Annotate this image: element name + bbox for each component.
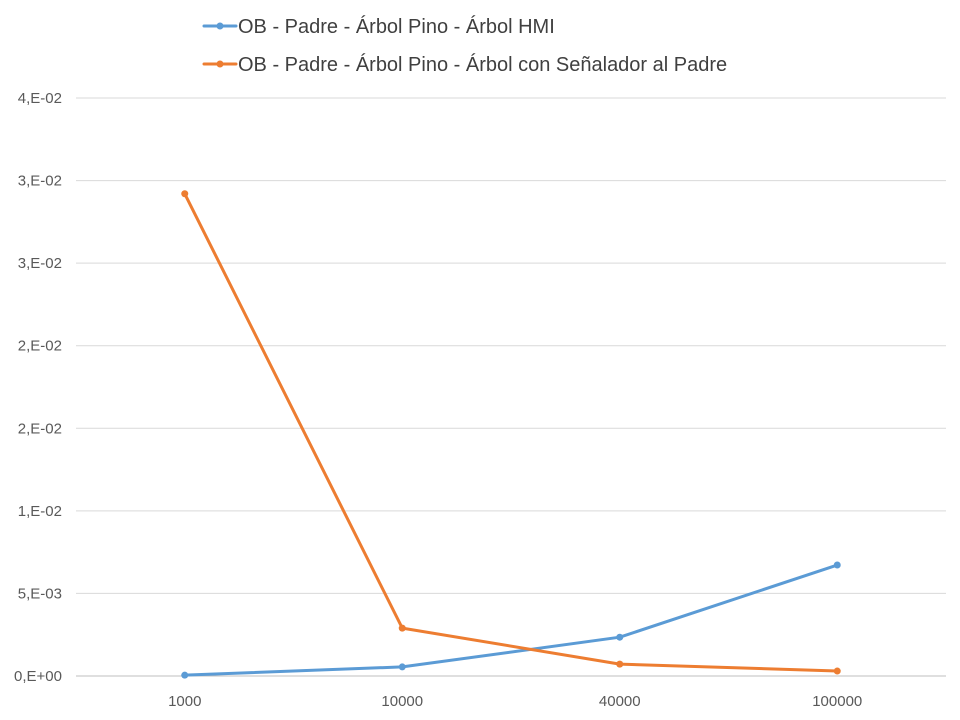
series-2 [181,190,841,675]
data-point [833,561,841,569]
legend-label: OB - Padre - Árbol Pino - Árbol HMI [238,15,555,38]
legend-swatch-marker [216,22,224,30]
y-tick-label: 3,E-02 [18,173,62,190]
y-tick-label: 2,E-02 [18,420,62,437]
legend: OB - Padre - Árbol Pino - Árbol HMI OB - … [202,15,727,76]
y-tick-label: 0,E+00 [14,668,62,685]
legend-swatch-marker [216,60,224,68]
series-lines [181,190,841,679]
series-line [183,192,839,673]
x-tick-label: 1000 [168,693,201,710]
y-tick-label: 4,E-02 [18,90,62,107]
data-point [398,624,406,632]
data-point [833,667,841,675]
data-point [616,633,624,641]
y-tick-label: 2,E-02 [18,338,62,355]
y-tick-label: 3,E-02 [18,255,62,272]
y-axis-ticks: 0,E+00 5,E-03 1,E-02 2,E-02 2,E-02 3,E-02 3,E-… [14,90,62,685]
data-point [181,190,189,198]
x-tick-label: 100000 [812,693,862,710]
data-point [616,660,624,668]
data-point [398,663,406,671]
x-axis-ticks: 1000 10000 40000 100000 [168,693,862,710]
x-tick-label: 10000 [381,693,423,710]
series-line [183,563,839,677]
data-point [181,671,189,679]
legend-item: OB - Padre - Árbol Pino - Árbol HMI [202,15,555,38]
x-tick-label: 40000 [599,693,641,710]
y-tick-label: 5,E-03 [18,585,62,602]
series-1 [181,561,841,679]
legend-label: OB - Padre - Árbol Pino - Árbol con Seña… [238,53,727,76]
gridlines [76,97,946,677]
legend-item: OB - Padre - Árbol Pino - Árbol con Seña… [202,53,727,76]
y-tick-label: 1,E-02 [18,503,62,520]
